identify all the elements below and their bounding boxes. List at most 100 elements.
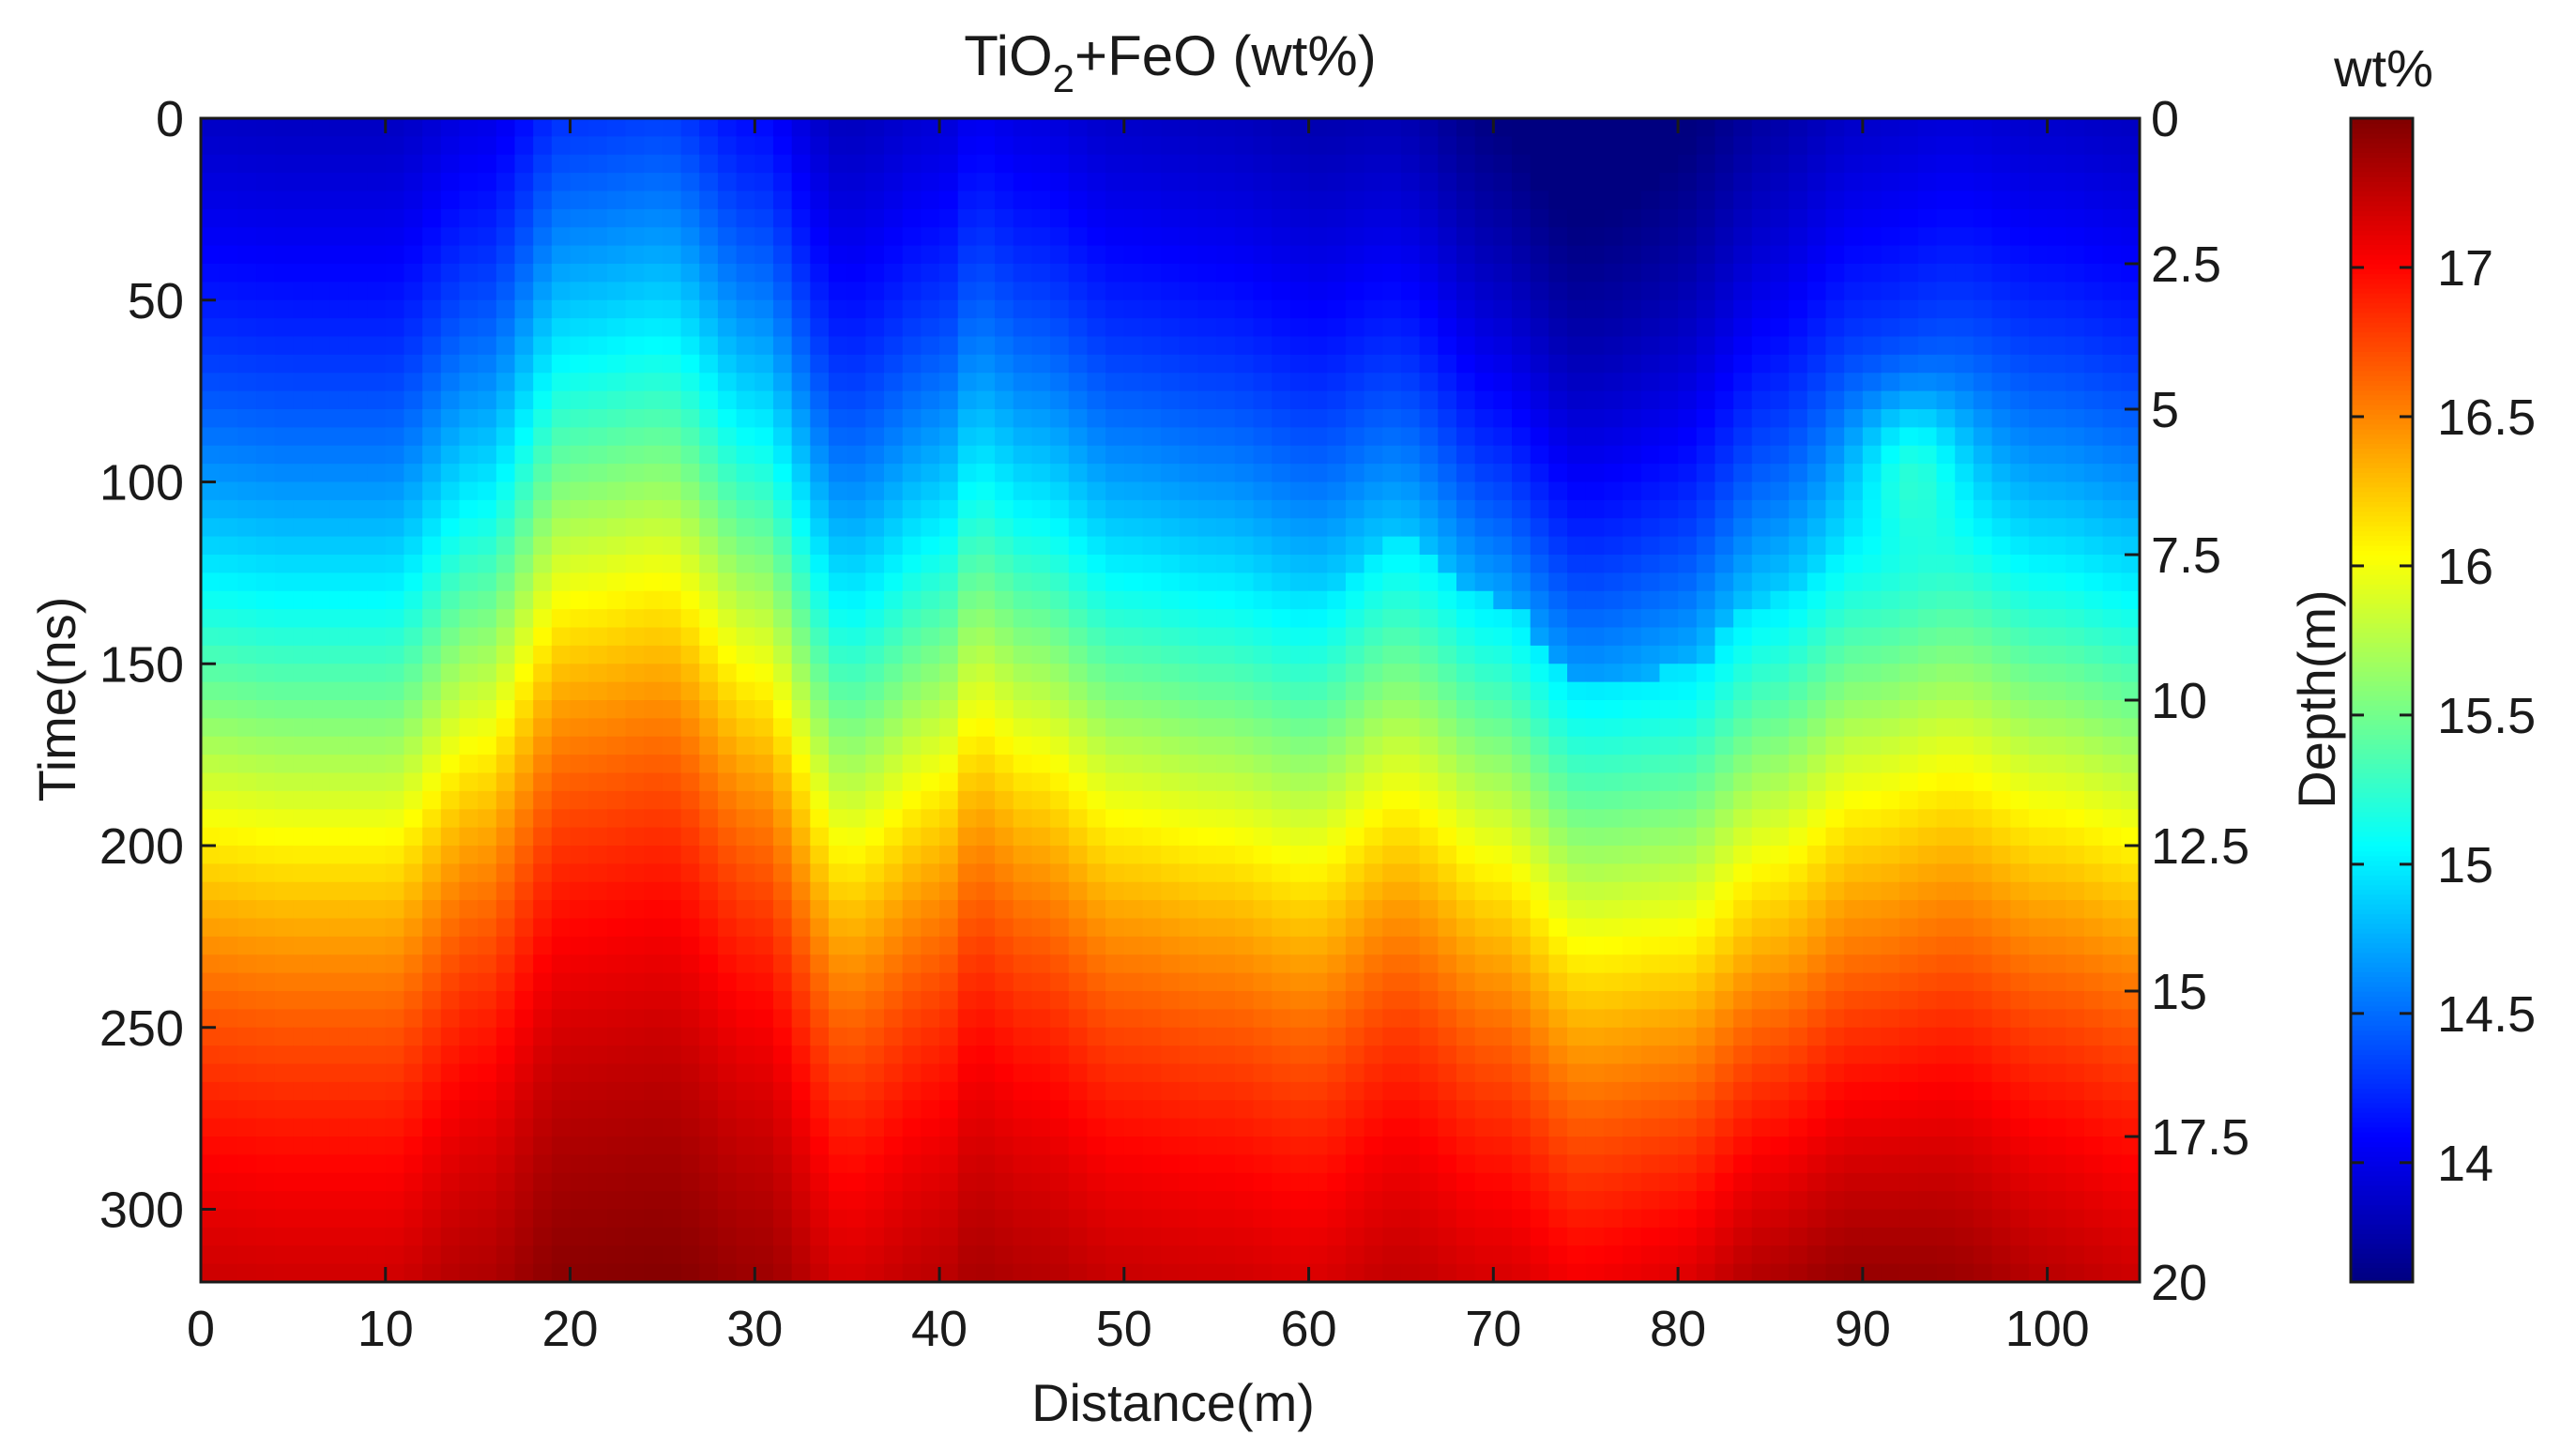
heatmap-cell [495, 863, 516, 883]
heatmap-cell [1068, 918, 1089, 938]
heatmap-cell [1364, 208, 1383, 228]
heatmap-cell [1640, 827, 1661, 847]
heatmap-cell [1936, 881, 1956, 901]
heatmap-cell [1013, 846, 1033, 864]
heatmap-cell [219, 373, 238, 392]
heatmap-cell [1474, 918, 1494, 938]
heatmap-cell [329, 863, 350, 883]
heatmap-cell [1623, 555, 1642, 573]
heatmap-cell [533, 336, 553, 356]
heatmap-cell [1142, 245, 1162, 265]
heatmap-cell [810, 136, 830, 156]
heatmap-cell [274, 354, 294, 374]
heatmap-cell [274, 809, 294, 829]
heatmap-cell [1105, 627, 1125, 647]
heatmap-cell [256, 336, 276, 356]
heatmap-cell [1530, 445, 1549, 465]
heatmap-cell [478, 282, 497, 301]
heatmap-cell [976, 555, 996, 573]
heatmap-cell [2083, 445, 2104, 465]
heatmap-cell [2047, 445, 2066, 465]
heatmap-cell [662, 336, 682, 356]
heatmap-cell [1087, 427, 1106, 447]
heatmap-cell [2083, 736, 2104, 756]
heatmap-cell [1216, 900, 1236, 920]
heatmap-cell [1161, 572, 1181, 592]
heatmap-cell [1142, 790, 1162, 810]
heatmap-cell [717, 590, 738, 610]
heatmap-cell [736, 208, 755, 228]
heatmap-cell [1456, 136, 1476, 156]
heatmap-cell [1548, 590, 1568, 610]
heatmap-cell [1456, 208, 1476, 228]
heatmap-cell [2083, 954, 2104, 974]
heatmap-cell [736, 664, 755, 683]
heatmap-cell [1825, 827, 1845, 847]
heatmap-cell [755, 445, 774, 465]
heatmap-cell [1289, 609, 1310, 629]
heatmap-cell [293, 390, 312, 410]
heatmap-cell [1567, 154, 1587, 174]
heatmap-cell [1899, 700, 1919, 719]
heatmap-cell [1825, 318, 1845, 338]
heatmap-cell [1567, 681, 1587, 701]
heatmap-cell [1862, 718, 1882, 738]
heatmap-cell [514, 790, 534, 810]
heatmap-cell [1456, 154, 1476, 174]
heatmap-cell [846, 208, 866, 228]
heatmap-cell [1382, 373, 1402, 392]
heatmap-cell [644, 390, 663, 410]
heatmap-cell [1936, 936, 1956, 955]
heatmap-cell [1308, 736, 1328, 756]
heatmap-cell [921, 681, 940, 701]
heatmap-cell [1899, 354, 1919, 374]
heatmap-cell [1917, 245, 1938, 265]
heatmap-cell [1031, 136, 1051, 156]
heatmap-cell [2102, 645, 2122, 664]
heatmap-cell [1234, 154, 1255, 174]
heatmap-cell [1031, 518, 1051, 538]
heatmap-cell [2065, 173, 2085, 192]
heatmap-cell [1733, 427, 1753, 447]
heatmap-cell [644, 354, 663, 374]
heatmap-cell [1179, 700, 1199, 719]
heatmap-cell [422, 954, 442, 974]
heatmap-cell [1659, 282, 1679, 301]
heatmap-cell [1899, 918, 1919, 938]
heatmap-cell [680, 555, 700, 573]
heatmap-cell [478, 700, 497, 719]
heatmap-cell [1789, 409, 1808, 428]
heatmap-cell [828, 846, 848, 864]
heatmap-cell [1105, 846, 1125, 864]
heatmap-cell [1844, 427, 1864, 447]
heatmap-cell [1087, 736, 1106, 756]
heatmap-cell [1567, 499, 1587, 519]
heatmap-cell [2010, 590, 2030, 610]
heatmap-cell [1400, 390, 1421, 410]
heatmap-cell [662, 954, 682, 974]
heatmap-cell [385, 645, 405, 664]
heatmap-cell [478, 972, 497, 992]
heatmap-cell [385, 390, 405, 410]
heatmap-cell [1364, 136, 1383, 156]
heatmap-cell [1640, 481, 1661, 501]
heatmap-cell [1438, 427, 1457, 447]
heatmap-cell [1438, 590, 1457, 610]
heatmap-cell [2065, 681, 2085, 701]
heatmap-cell [1973, 427, 1993, 447]
heatmap-cell [385, 336, 405, 356]
heatmap-cell [2121, 518, 2140, 538]
heatmap-cell [1899, 827, 1919, 847]
heatmap-cell [884, 590, 904, 610]
heatmap-cell [2047, 954, 2066, 974]
heatmap-cell [514, 409, 534, 428]
heatmap-cell [1050, 191, 1070, 210]
heatmap-cell [1179, 499, 1199, 519]
heatmap-cell [1917, 863, 1938, 883]
heatmap-cell [772, 318, 793, 338]
heatmap-cell [1604, 136, 1623, 156]
heatmap-cell [1456, 481, 1476, 501]
heatmap-cell [1179, 373, 1199, 392]
heatmap-cell [1161, 191, 1181, 210]
heatmap-cell [422, 118, 442, 137]
